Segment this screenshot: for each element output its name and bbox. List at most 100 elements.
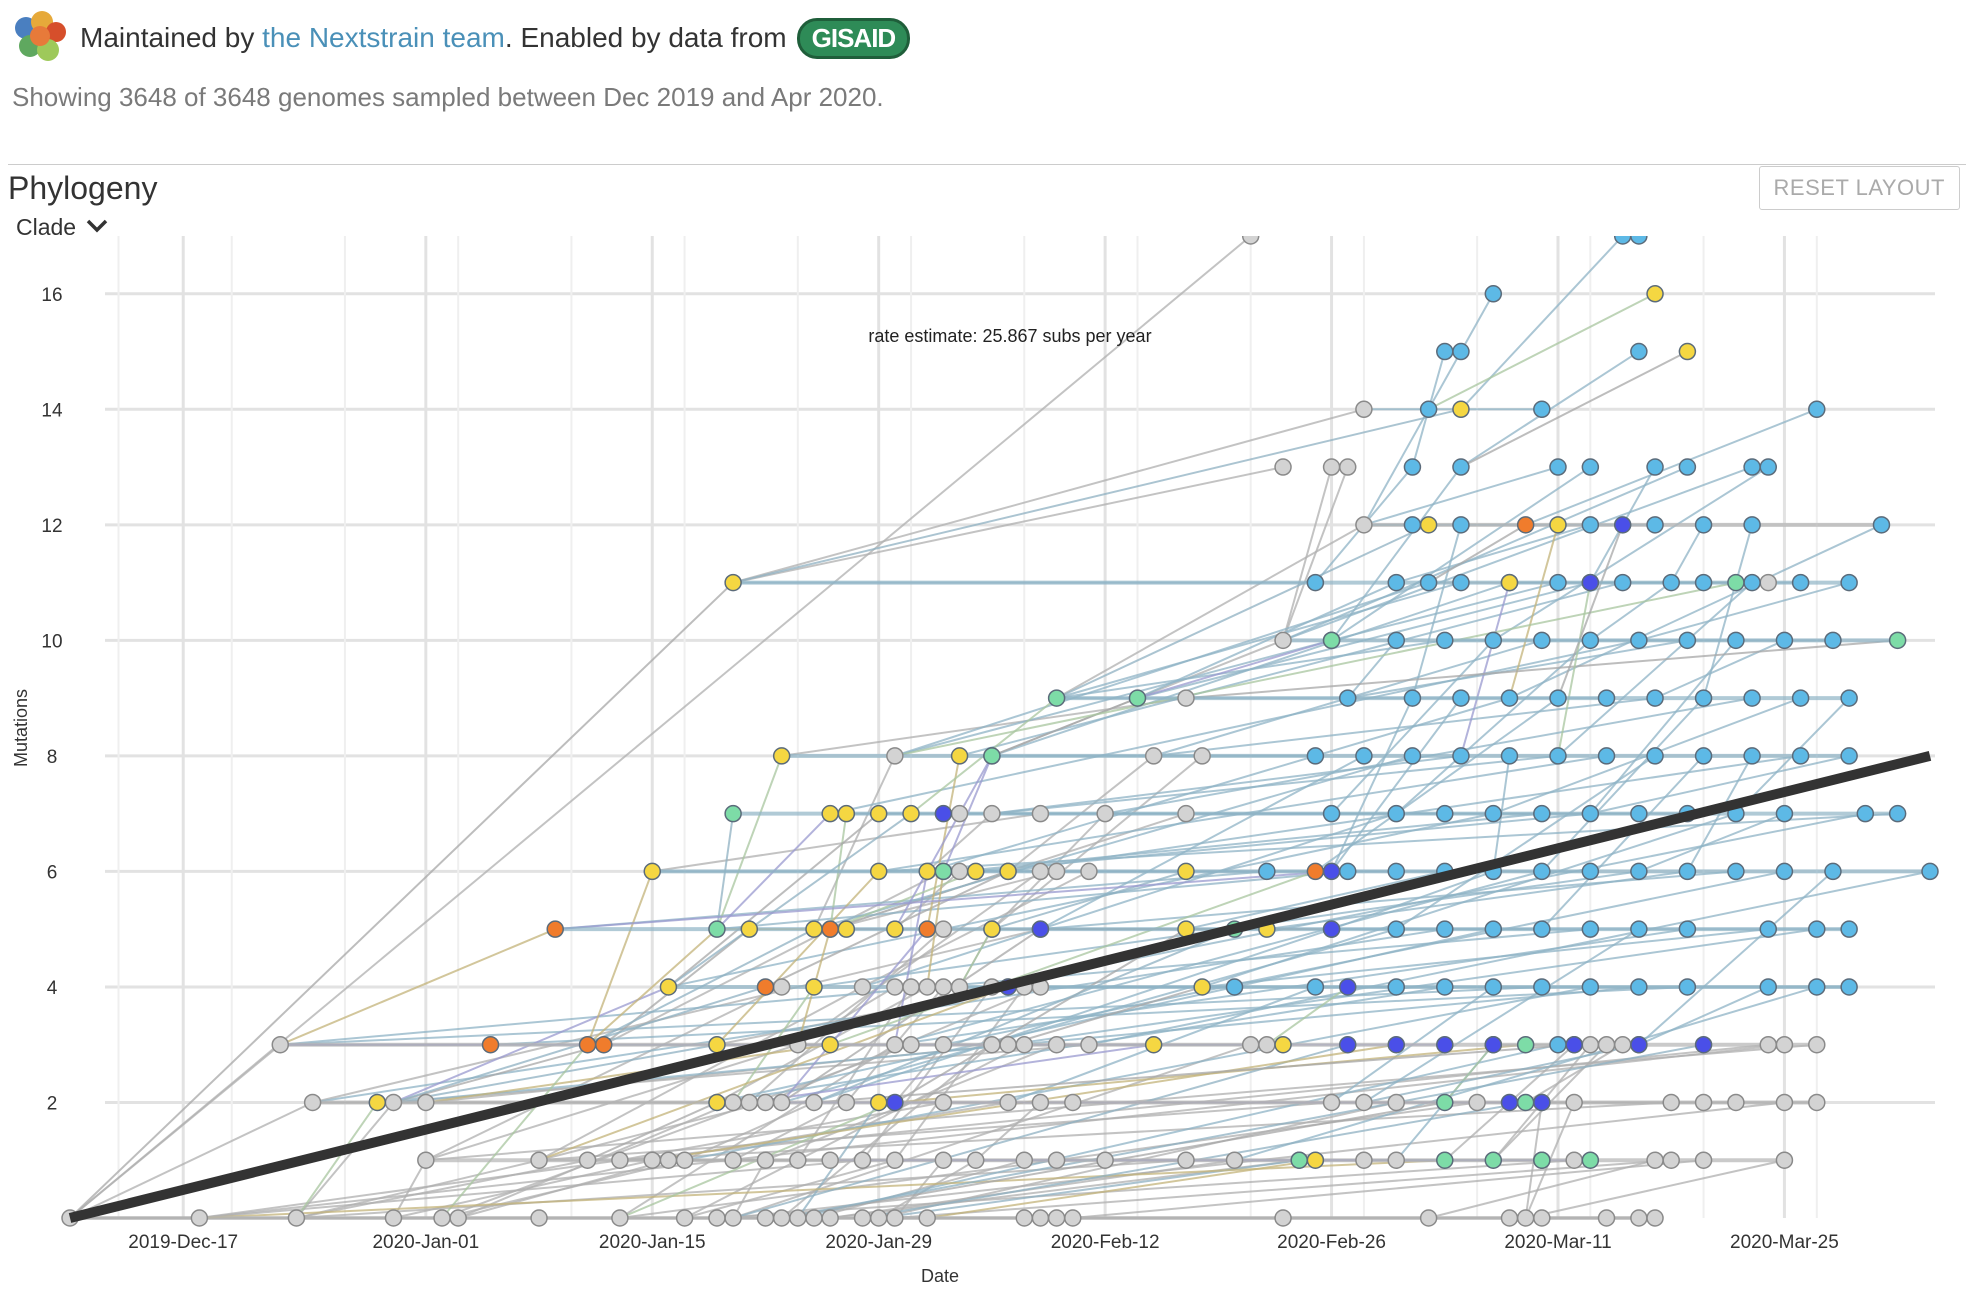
branch xyxy=(813,928,1235,1104)
branch xyxy=(295,1101,379,1219)
branch xyxy=(732,1101,847,1162)
branch xyxy=(1460,293,1495,353)
tip-node xyxy=(1484,285,1503,303)
tip-node xyxy=(1646,747,1664,765)
tip-node xyxy=(1533,804,1551,823)
tip-node xyxy=(1436,1093,1454,1112)
tip-node xyxy=(1338,689,1357,707)
tip-node xyxy=(1258,862,1276,881)
tip-node xyxy=(1193,978,1211,996)
tip-node xyxy=(1387,1093,1406,1112)
branch xyxy=(1525,1159,1785,1219)
enabled-by-text: . Enabled by data from xyxy=(504,22,787,53)
tip-node xyxy=(837,804,856,823)
tip-node xyxy=(659,1151,678,1169)
branch xyxy=(1185,639,1898,700)
tip-node xyxy=(1274,1209,1292,1227)
tip-node xyxy=(1128,689,1147,707)
tip-node xyxy=(1177,1151,1195,1169)
tip-node xyxy=(1581,516,1600,534)
tip-node xyxy=(1646,1151,1664,1169)
branch xyxy=(586,871,654,1046)
tip-node xyxy=(1064,1209,1082,1227)
tip-node xyxy=(1387,1151,1406,1169)
tip-node xyxy=(1808,1035,1826,1054)
tip-node xyxy=(918,920,936,938)
tip-node xyxy=(821,920,839,938)
tip-node xyxy=(886,978,904,996)
tip-node xyxy=(578,1151,597,1169)
tip-node xyxy=(966,1151,985,1169)
gisaid-logo[interactable]: GISAID xyxy=(796,17,911,59)
branch xyxy=(975,1101,1042,1161)
branch xyxy=(1282,466,1349,641)
tip-node xyxy=(1338,862,1357,881)
branch xyxy=(1266,986,1349,1046)
tip-node xyxy=(1581,862,1600,881)
branch xyxy=(69,1101,314,1219)
tip-node xyxy=(999,862,1017,881)
tip-node xyxy=(1516,1209,1535,1227)
tip-node xyxy=(1177,862,1195,881)
tree-branches xyxy=(69,236,1931,1220)
tip-node xyxy=(1436,631,1454,650)
phylogeny-chart[interactable]: rate estimate: 25.867 subs per year 2 4 6 8 1… xyxy=(0,236,1974,1296)
branch xyxy=(716,870,880,1046)
branch xyxy=(1346,639,1398,699)
tip-node xyxy=(1031,804,1050,823)
tip-node xyxy=(1355,400,1373,419)
branch xyxy=(1137,639,1332,700)
reset-layout-button[interactable]: RESET LAYOUT xyxy=(1758,166,1960,210)
tip-node xyxy=(1322,1093,1341,1112)
branch xyxy=(1638,986,1769,1046)
tip-node xyxy=(1808,1093,1826,1112)
x-tick-label: 2020-Jan-01 xyxy=(372,1232,479,1253)
color-by-select[interactable]: Clade xyxy=(16,214,108,241)
branch xyxy=(69,236,1252,1219)
tip-node xyxy=(1500,1209,1519,1227)
tip-node xyxy=(918,862,936,881)
tip-node xyxy=(1403,516,1422,534)
tip-node xyxy=(1743,573,1761,592)
tip-node xyxy=(1452,573,1470,592)
branch xyxy=(958,928,993,988)
tip-node xyxy=(1678,342,1697,361)
tip-node xyxy=(190,1209,209,1227)
tip-node xyxy=(1047,1035,1066,1054)
tip-node xyxy=(886,1035,904,1054)
tip-node xyxy=(1775,862,1794,881)
branch xyxy=(732,466,1284,584)
nextstrain-team-link[interactable]: the Nextstrain team xyxy=(262,22,505,53)
tip-node xyxy=(886,1093,904,1112)
branch xyxy=(69,581,734,1219)
tip-node xyxy=(1274,631,1292,650)
tip-node xyxy=(999,1035,1017,1054)
tip-node xyxy=(1549,747,1567,765)
tip-node xyxy=(1662,1093,1680,1112)
tip-node xyxy=(886,920,904,938)
nextstrain-logo-icon[interactable] xyxy=(12,10,68,66)
tip-node xyxy=(1630,1035,1648,1054)
tip-node xyxy=(1791,747,1810,765)
tip-node xyxy=(869,804,888,823)
tip-node xyxy=(1355,1151,1373,1169)
tip-node xyxy=(530,1209,548,1227)
tip-node xyxy=(918,978,936,996)
branch xyxy=(1153,697,1349,757)
tip-node xyxy=(1791,689,1810,707)
branch xyxy=(1654,639,1785,700)
branch xyxy=(991,754,1559,815)
tip-node xyxy=(740,1093,759,1112)
tip-node xyxy=(934,1151,953,1169)
tip-node xyxy=(449,1209,467,1227)
tip-node xyxy=(1322,920,1341,938)
tip-node xyxy=(611,1151,629,1169)
branch xyxy=(1234,985,1818,1162)
tip-node xyxy=(368,1093,387,1112)
tip-node xyxy=(1258,1035,1276,1054)
tip-node xyxy=(1856,804,1875,823)
branch xyxy=(668,812,1494,988)
chevron-down-icon xyxy=(86,216,108,239)
branch xyxy=(813,755,896,930)
tip-node xyxy=(1306,978,1325,996)
